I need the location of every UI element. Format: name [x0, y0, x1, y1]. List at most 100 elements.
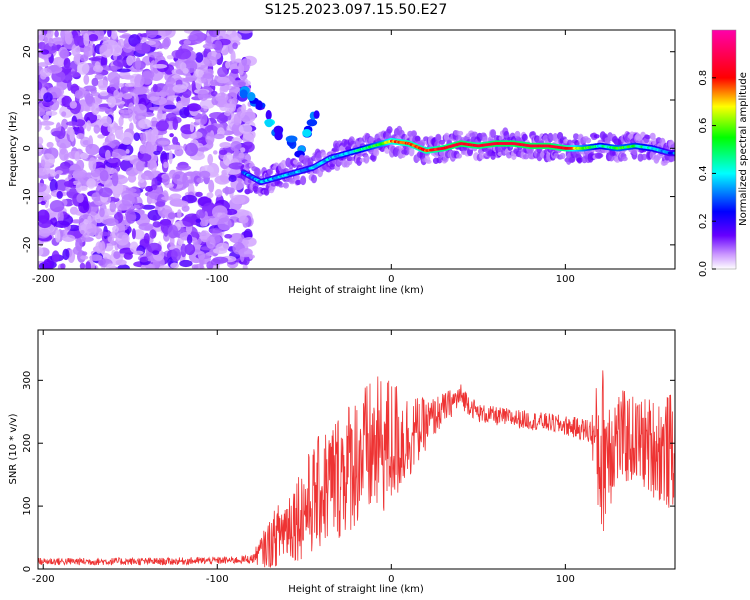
spectrogram-cell — [199, 219, 206, 227]
snr-series-line — [38, 370, 675, 568]
spectrogram-cell — [217, 66, 228, 78]
spectrogram-cell — [219, 149, 228, 155]
snr-x-label: Height of straight line (km) — [288, 584, 424, 595]
spectrogram-cell — [100, 55, 108, 68]
spectrogram-cell — [573, 133, 579, 140]
spectrogram-cell — [141, 204, 156, 210]
spectrogram-cell — [128, 34, 141, 47]
figure-title: S125.2023.097.15.50.E27 — [265, 2, 448, 18]
spectrogram-cell — [173, 200, 189, 208]
spectrogram-cell — [139, 238, 150, 248]
spectrogram-cell — [265, 110, 272, 120]
spectrogram-cell — [207, 153, 214, 165]
spectrogram-cell — [60, 263, 66, 269]
spectrogram-cell — [99, 207, 105, 218]
spectrogram-cell — [255, 167, 261, 177]
spectrogram-cell — [135, 57, 141, 71]
spectrogram-cell — [94, 227, 103, 240]
spectrogram-cell — [224, 110, 231, 117]
spectrogram-cell — [150, 133, 156, 146]
spectrogram-cell — [54, 220, 70, 228]
spectrogram-cell — [65, 121, 79, 126]
spectrogram-cell — [220, 86, 228, 92]
spectrogram-cell — [75, 182, 82, 193]
spectrogram-cell — [63, 180, 74, 188]
spectrogram-cell — [238, 247, 253, 258]
spectrogram-cell — [71, 43, 81, 57]
spectrogram-cell — [103, 218, 119, 227]
spectrogram-cell — [490, 129, 497, 138]
spectrogram-cell — [107, 125, 112, 133]
x-tick-label: 0 — [388, 574, 394, 585]
spectrogram-cell — [223, 103, 236, 108]
spectrogram-cell — [67, 173, 73, 180]
spectrogram-cell — [61, 111, 67, 117]
spectrogram-cell — [222, 187, 235, 195]
spectrogram-cell — [97, 79, 108, 89]
spectrogram-cell — [172, 171, 188, 185]
spectrogram-cell — [154, 43, 168, 49]
spectrogram-cell — [224, 234, 233, 239]
spectrogram-cell — [43, 92, 53, 103]
spectrogram-cell — [90, 92, 101, 97]
spectrogram-cell — [182, 216, 195, 227]
spectrogram-cell — [145, 30, 159, 38]
spectrogram-cell — [213, 150, 218, 155]
spectrogram-cell — [119, 83, 124, 88]
spectrogram-cell — [92, 65, 104, 72]
spectrogram-cell — [202, 43, 217, 50]
spectrogram-cell — [81, 236, 94, 242]
spectrogram-cell — [43, 36, 49, 43]
x-tick-label: -100 — [206, 274, 229, 285]
spectrogram-cell — [177, 209, 182, 219]
spectrogram-cell — [231, 194, 246, 205]
spectrogram-cell — [38, 196, 45, 201]
spectrogram-cell — [112, 225, 119, 233]
spectrogram-cell — [69, 100, 78, 109]
spectrogram-cell — [195, 52, 204, 63]
spectrogram-cell — [38, 62, 49, 67]
spectrogram-cell — [107, 71, 120, 84]
spectrogram-cell — [255, 100, 263, 110]
spectrogram-cell — [51, 250, 60, 263]
x-tick-label: 100 — [556, 574, 575, 585]
spectrogram-cell — [105, 149, 111, 161]
spectrogram-cell — [439, 139, 445, 145]
spectrogram-cell — [289, 178, 296, 183]
spectrogram-cell — [100, 115, 112, 127]
spectrogram-cell — [641, 153, 648, 161]
spectrogram-cell — [76, 133, 85, 140]
spectrogram-cell — [239, 89, 248, 99]
spectrogram-cell — [38, 107, 46, 117]
spectrogram-cell — [68, 71, 81, 78]
spectrogram-cell — [79, 185, 88, 191]
spectrogram-cell — [233, 113, 241, 126]
spectrogram-cell — [386, 126, 393, 134]
spectrogram-cell — [191, 264, 199, 269]
spectrogram-cell — [152, 250, 160, 256]
spectrogram-cell — [62, 248, 70, 261]
spectrogram-cell — [121, 234, 129, 243]
spectrogram-cell — [163, 104, 177, 110]
spectrogram-cell — [203, 55, 218, 67]
spectrogram-cell — [179, 62, 187, 72]
spectrogram-cell — [93, 124, 100, 134]
spectrogram-cell — [46, 141, 54, 148]
spectrogram-cell — [194, 69, 204, 78]
spectrogram-cell — [208, 179, 215, 193]
spectrogram-cell — [44, 125, 51, 131]
y-tick-label: 100 — [22, 497, 33, 516]
y-tick-label: 0 — [22, 145, 33, 151]
spectrogram-cell — [42, 114, 50, 122]
spectrogram-cell — [40, 159, 46, 167]
spectrogram-cell — [49, 179, 58, 193]
spectrogram-cell — [131, 228, 136, 240]
spectrogram-cell — [78, 200, 90, 214]
spectrogram-cell — [240, 109, 256, 124]
spectrogram-cell — [107, 96, 117, 108]
spectrogram-cell — [208, 30, 220, 38]
spectrogram-cell — [94, 73, 104, 80]
spectrogram-cell — [191, 80, 196, 92]
snr-panel: -200 -100 0 100 0 100 200 300 Height of straig… — [8, 329, 676, 595]
